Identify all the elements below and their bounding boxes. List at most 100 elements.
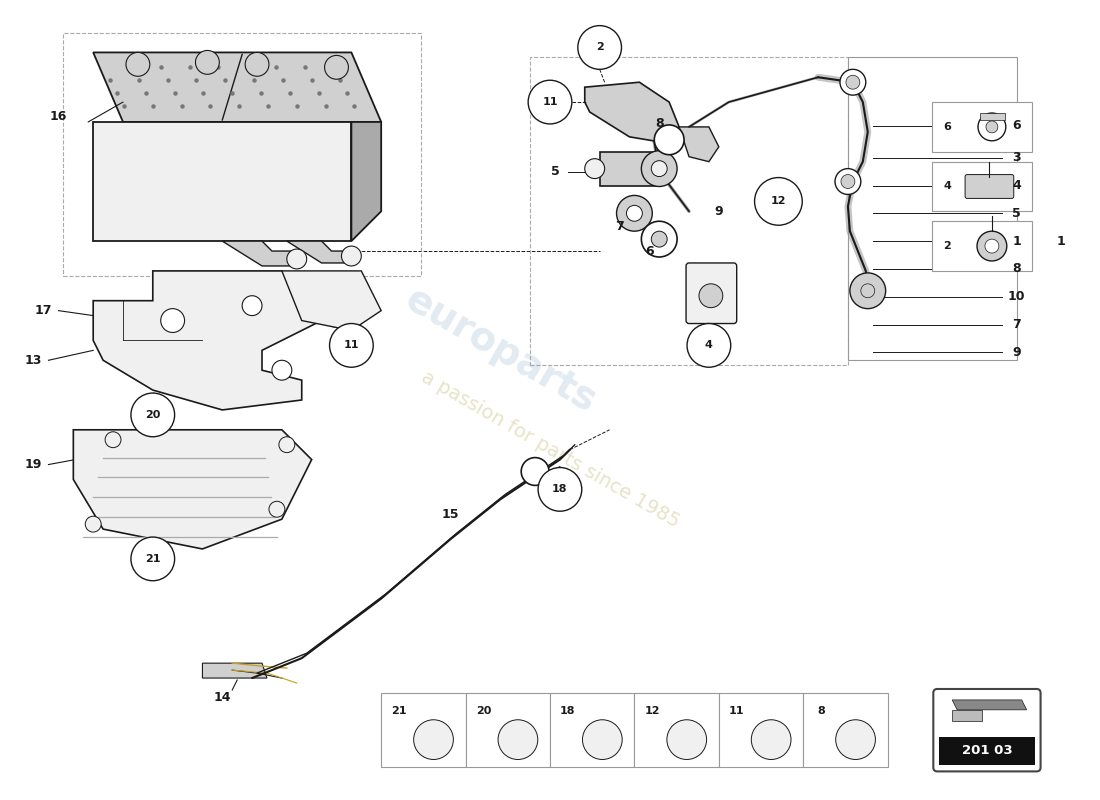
Circle shape xyxy=(161,309,185,333)
Text: 1: 1 xyxy=(1012,234,1021,248)
Circle shape xyxy=(242,296,262,315)
Circle shape xyxy=(270,502,285,517)
Polygon shape xyxy=(94,53,382,122)
Bar xyxy=(980,113,1004,120)
Polygon shape xyxy=(202,663,267,678)
Text: 5: 5 xyxy=(551,165,559,178)
Bar xyxy=(465,693,550,767)
Text: europarts: europarts xyxy=(398,280,603,421)
Text: 5: 5 xyxy=(1012,207,1021,220)
Circle shape xyxy=(846,75,860,89)
Bar xyxy=(635,693,718,767)
Circle shape xyxy=(651,161,668,177)
Circle shape xyxy=(627,206,642,222)
Text: 6: 6 xyxy=(645,245,653,258)
Circle shape xyxy=(330,323,373,367)
Circle shape xyxy=(521,458,549,486)
Bar xyxy=(933,222,1032,271)
Text: 2: 2 xyxy=(944,241,952,251)
Text: 8: 8 xyxy=(654,118,663,130)
Text: 17: 17 xyxy=(35,304,53,317)
Circle shape xyxy=(751,720,791,759)
Circle shape xyxy=(986,121,998,133)
FancyBboxPatch shape xyxy=(933,689,1041,771)
Circle shape xyxy=(272,360,292,380)
Circle shape xyxy=(279,437,295,453)
Bar xyxy=(939,737,1035,766)
Circle shape xyxy=(835,169,861,194)
Text: a passion for parts since 1985: a passion for parts since 1985 xyxy=(418,368,682,531)
Text: 9: 9 xyxy=(715,205,723,218)
Bar xyxy=(550,693,635,767)
Circle shape xyxy=(585,158,605,178)
Circle shape xyxy=(528,80,572,124)
Text: 21: 21 xyxy=(145,554,161,564)
Text: 12: 12 xyxy=(771,196,786,206)
Circle shape xyxy=(850,273,886,309)
Text: 4: 4 xyxy=(705,340,713,350)
Text: 15: 15 xyxy=(442,508,460,521)
Circle shape xyxy=(641,150,678,186)
FancyBboxPatch shape xyxy=(965,174,1014,198)
Text: 21: 21 xyxy=(392,706,407,716)
Text: 9: 9 xyxy=(1012,346,1021,359)
Bar xyxy=(933,102,1032,152)
Polygon shape xyxy=(94,271,321,410)
Text: 18: 18 xyxy=(560,706,575,716)
Text: 201 03: 201 03 xyxy=(961,744,1012,757)
Bar xyxy=(933,162,1032,211)
Polygon shape xyxy=(74,430,311,549)
Circle shape xyxy=(538,467,582,511)
Circle shape xyxy=(688,323,730,367)
Circle shape xyxy=(641,222,678,257)
Circle shape xyxy=(131,537,175,581)
Polygon shape xyxy=(953,700,1026,710)
Text: 11: 11 xyxy=(542,97,558,107)
Text: 12: 12 xyxy=(645,706,660,716)
Text: 8: 8 xyxy=(817,706,825,716)
Text: 11: 11 xyxy=(343,340,359,350)
Circle shape xyxy=(341,246,361,266)
Circle shape xyxy=(842,174,855,189)
Text: 13: 13 xyxy=(25,354,42,366)
Text: 6: 6 xyxy=(1012,119,1021,133)
Circle shape xyxy=(414,720,453,759)
Text: 4: 4 xyxy=(944,182,952,191)
Circle shape xyxy=(131,393,175,437)
Circle shape xyxy=(106,432,121,448)
Circle shape xyxy=(651,231,668,247)
Polygon shape xyxy=(585,82,679,142)
Polygon shape xyxy=(679,127,718,162)
Circle shape xyxy=(126,53,150,76)
Text: 7: 7 xyxy=(615,220,624,233)
Circle shape xyxy=(840,70,866,95)
Bar xyxy=(803,693,888,767)
Text: 11: 11 xyxy=(729,706,745,716)
Polygon shape xyxy=(351,122,382,241)
Circle shape xyxy=(855,278,881,304)
Bar xyxy=(848,58,1016,360)
Text: 18: 18 xyxy=(552,484,568,494)
Text: 20: 20 xyxy=(476,706,492,716)
FancyBboxPatch shape xyxy=(686,263,737,323)
Text: 14: 14 xyxy=(213,691,231,705)
Text: 7: 7 xyxy=(1012,318,1021,331)
Text: 16: 16 xyxy=(50,110,67,123)
Circle shape xyxy=(654,125,684,154)
Circle shape xyxy=(578,26,621,70)
Circle shape xyxy=(698,284,723,308)
Bar xyxy=(382,693,465,767)
Text: 2: 2 xyxy=(596,42,604,53)
Circle shape xyxy=(667,720,706,759)
Polygon shape xyxy=(222,241,292,266)
Text: 4: 4 xyxy=(1012,179,1021,192)
Text: 1: 1 xyxy=(1057,234,1066,248)
Circle shape xyxy=(977,231,1007,261)
Circle shape xyxy=(755,178,802,226)
Polygon shape xyxy=(600,152,659,186)
Circle shape xyxy=(86,516,101,532)
Text: 19: 19 xyxy=(25,458,42,471)
Text: 6: 6 xyxy=(944,122,952,132)
Polygon shape xyxy=(94,122,351,241)
Polygon shape xyxy=(953,710,982,721)
